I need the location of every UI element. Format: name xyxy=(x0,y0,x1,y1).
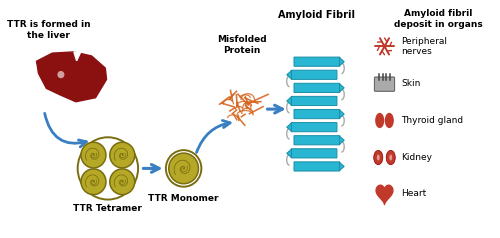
Ellipse shape xyxy=(384,113,394,128)
Polygon shape xyxy=(74,52,80,61)
Polygon shape xyxy=(286,71,292,79)
Text: Amyloid Fibril: Amyloid Fibril xyxy=(278,10,355,20)
Text: Kidney: Kidney xyxy=(402,153,432,162)
Text: Heart: Heart xyxy=(402,189,426,198)
Text: Skin: Skin xyxy=(402,79,420,88)
Polygon shape xyxy=(340,57,344,66)
FancyBboxPatch shape xyxy=(291,123,337,132)
Circle shape xyxy=(169,153,198,184)
Polygon shape xyxy=(286,149,292,158)
FancyBboxPatch shape xyxy=(291,70,337,79)
FancyBboxPatch shape xyxy=(294,57,340,66)
Ellipse shape xyxy=(390,154,392,160)
Polygon shape xyxy=(36,52,106,102)
Polygon shape xyxy=(286,97,292,105)
Circle shape xyxy=(81,169,106,195)
Polygon shape xyxy=(340,84,344,92)
FancyBboxPatch shape xyxy=(291,96,337,106)
Ellipse shape xyxy=(386,150,396,165)
FancyBboxPatch shape xyxy=(294,109,340,119)
Text: Amyloid fibril
deposit in organs: Amyloid fibril deposit in organs xyxy=(394,9,483,29)
Text: TTR is formed in
the liver: TTR is formed in the liver xyxy=(7,20,90,40)
Circle shape xyxy=(382,44,386,48)
Text: TTR Monomer: TTR Monomer xyxy=(148,194,219,203)
FancyBboxPatch shape xyxy=(291,149,337,158)
FancyBboxPatch shape xyxy=(374,77,394,91)
FancyBboxPatch shape xyxy=(294,136,340,145)
Ellipse shape xyxy=(375,113,384,128)
Circle shape xyxy=(81,142,106,168)
FancyBboxPatch shape xyxy=(294,162,340,171)
Text: Peripheral
nerves: Peripheral nerves xyxy=(402,37,448,56)
Polygon shape xyxy=(340,162,344,171)
Circle shape xyxy=(110,169,134,195)
Text: Thyroid gland: Thyroid gland xyxy=(402,116,464,125)
Ellipse shape xyxy=(374,150,383,165)
Circle shape xyxy=(110,142,134,168)
Polygon shape xyxy=(376,185,393,204)
Circle shape xyxy=(58,71,64,78)
Text: TTR Tetramer: TTR Tetramer xyxy=(74,204,142,213)
Polygon shape xyxy=(340,110,344,118)
Polygon shape xyxy=(286,123,292,131)
Text: Misfolded
Protein: Misfolded Protein xyxy=(218,35,267,55)
FancyBboxPatch shape xyxy=(294,83,340,93)
Polygon shape xyxy=(340,136,344,144)
Ellipse shape xyxy=(377,154,380,160)
